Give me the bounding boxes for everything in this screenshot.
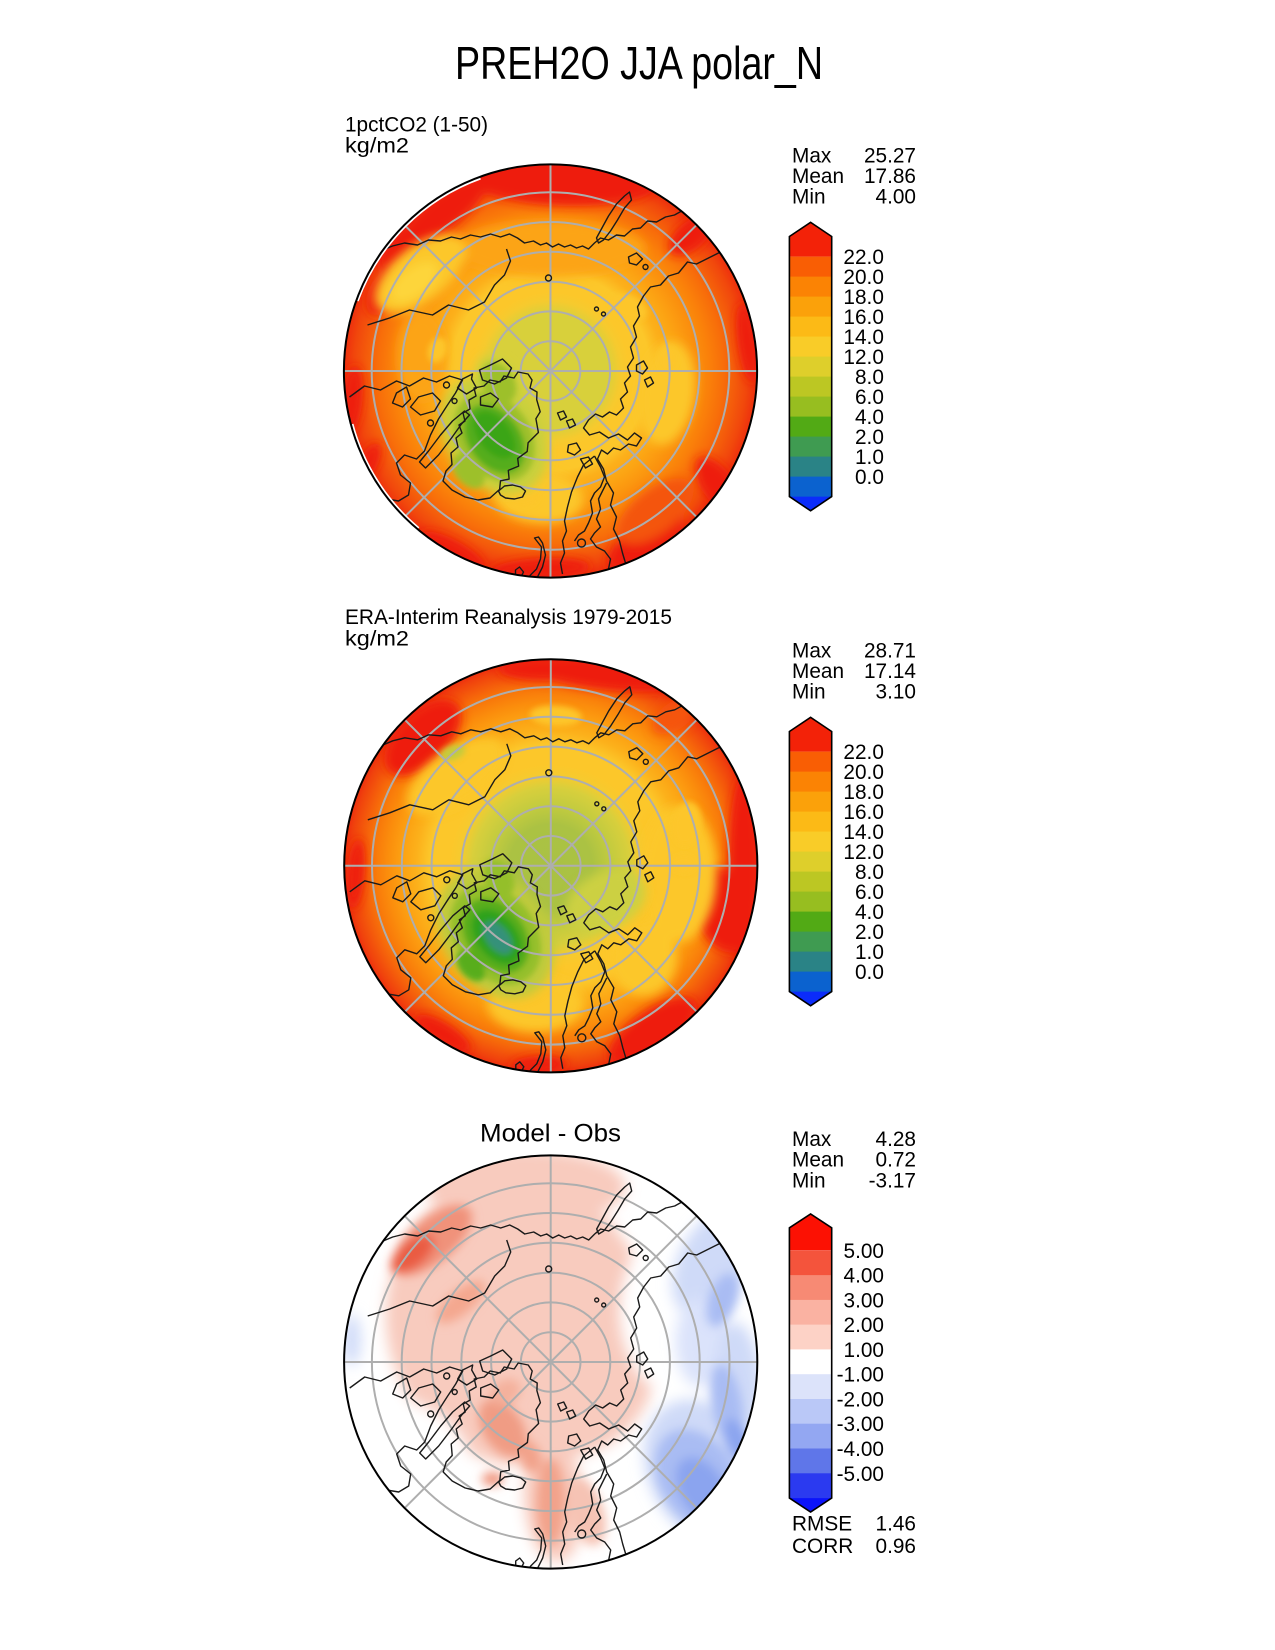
svg-text:4.00: 4.00: [844, 1265, 884, 1288]
svg-text:Mean: Mean: [792, 165, 844, 188]
svg-text:Min: Min: [792, 185, 826, 208]
svg-text:-1.00: -1.00: [837, 1364, 884, 1387]
svg-text:kg/m2: kg/m2: [345, 627, 409, 650]
svg-text:CORR: CORR: [792, 1535, 853, 1558]
svg-text:18.0: 18.0: [843, 781, 883, 804]
svg-text:kg/m2: kg/m2: [345, 134, 409, 157]
svg-text:-3.17: -3.17: [869, 1170, 916, 1193]
svg-text:0.0: 0.0: [855, 466, 884, 489]
svg-text:4.28: 4.28: [876, 1128, 916, 1151]
svg-text:Max: Max: [792, 639, 832, 662]
svg-text:1.46: 1.46: [876, 1513, 916, 1536]
svg-text:6.0: 6.0: [855, 386, 884, 409]
svg-text:3.00: 3.00: [844, 1289, 884, 1312]
svg-text:Mean: Mean: [792, 1149, 844, 1172]
svg-text:Max: Max: [792, 144, 832, 167]
svg-text:2.00: 2.00: [844, 1314, 884, 1337]
svg-text:5.00: 5.00: [844, 1240, 884, 1263]
svg-text:-3.00: -3.00: [837, 1413, 884, 1436]
svg-text:18.0: 18.0: [843, 286, 883, 309]
svg-text:28.71: 28.71: [864, 639, 916, 662]
svg-text:6.0: 6.0: [855, 881, 884, 904]
svg-text:8.0: 8.0: [855, 366, 884, 389]
svg-text:4.00: 4.00: [876, 185, 916, 208]
svg-text:1pctCO2 (1-50): 1pctCO2 (1-50): [345, 113, 488, 136]
svg-text:-4.00: -4.00: [837, 1438, 884, 1461]
svg-text:1.00: 1.00: [844, 1339, 884, 1362]
svg-text:PREH2O JJA polar_N: PREH2O JJA polar_N: [455, 37, 823, 89]
svg-text:22.0: 22.0: [843, 246, 883, 269]
svg-text:Min: Min: [792, 680, 826, 703]
svg-text:3.10: 3.10: [876, 680, 916, 703]
svg-text:20.0: 20.0: [843, 761, 883, 784]
svg-text:1.0: 1.0: [855, 446, 884, 469]
svg-text:0.96: 0.96: [876, 1535, 916, 1558]
svg-text:RMSE: RMSE: [792, 1513, 852, 1536]
svg-text:Min: Min: [792, 1170, 826, 1193]
svg-text:ERA-Interim Reanalysis 1979-20: ERA-Interim Reanalysis 1979-2015: [345, 606, 672, 629]
svg-text:2.0: 2.0: [855, 426, 884, 449]
svg-text:12.0: 12.0: [843, 346, 883, 369]
svg-text:2.0: 2.0: [855, 921, 884, 944]
svg-text:20.0: 20.0: [843, 266, 883, 289]
svg-text:0.72: 0.72: [876, 1149, 916, 1172]
svg-text:Max: Max: [792, 1128, 832, 1151]
svg-text:1.0: 1.0: [855, 941, 884, 964]
svg-text:17.14: 17.14: [864, 660, 916, 683]
svg-text:16.0: 16.0: [843, 306, 883, 329]
svg-text:-2.00: -2.00: [837, 1389, 884, 1412]
svg-text:8.0: 8.0: [855, 861, 884, 884]
svg-text:14.0: 14.0: [843, 821, 883, 844]
svg-text:17.86: 17.86: [864, 165, 916, 188]
svg-text:Model - Obs: Model - Obs: [480, 1120, 621, 1148]
svg-text:4.0: 4.0: [855, 406, 884, 429]
svg-text:25.27: 25.27: [864, 144, 916, 167]
svg-text:12.0: 12.0: [843, 841, 883, 864]
svg-text:16.0: 16.0: [843, 801, 883, 824]
svg-text:4.0: 4.0: [855, 901, 884, 924]
svg-text:-5.00: -5.00: [837, 1463, 884, 1486]
svg-text:0.0: 0.0: [855, 961, 884, 984]
svg-text:14.0: 14.0: [843, 326, 883, 349]
svg-text:22.0: 22.0: [843, 741, 883, 764]
svg-text:Mean: Mean: [792, 660, 844, 683]
